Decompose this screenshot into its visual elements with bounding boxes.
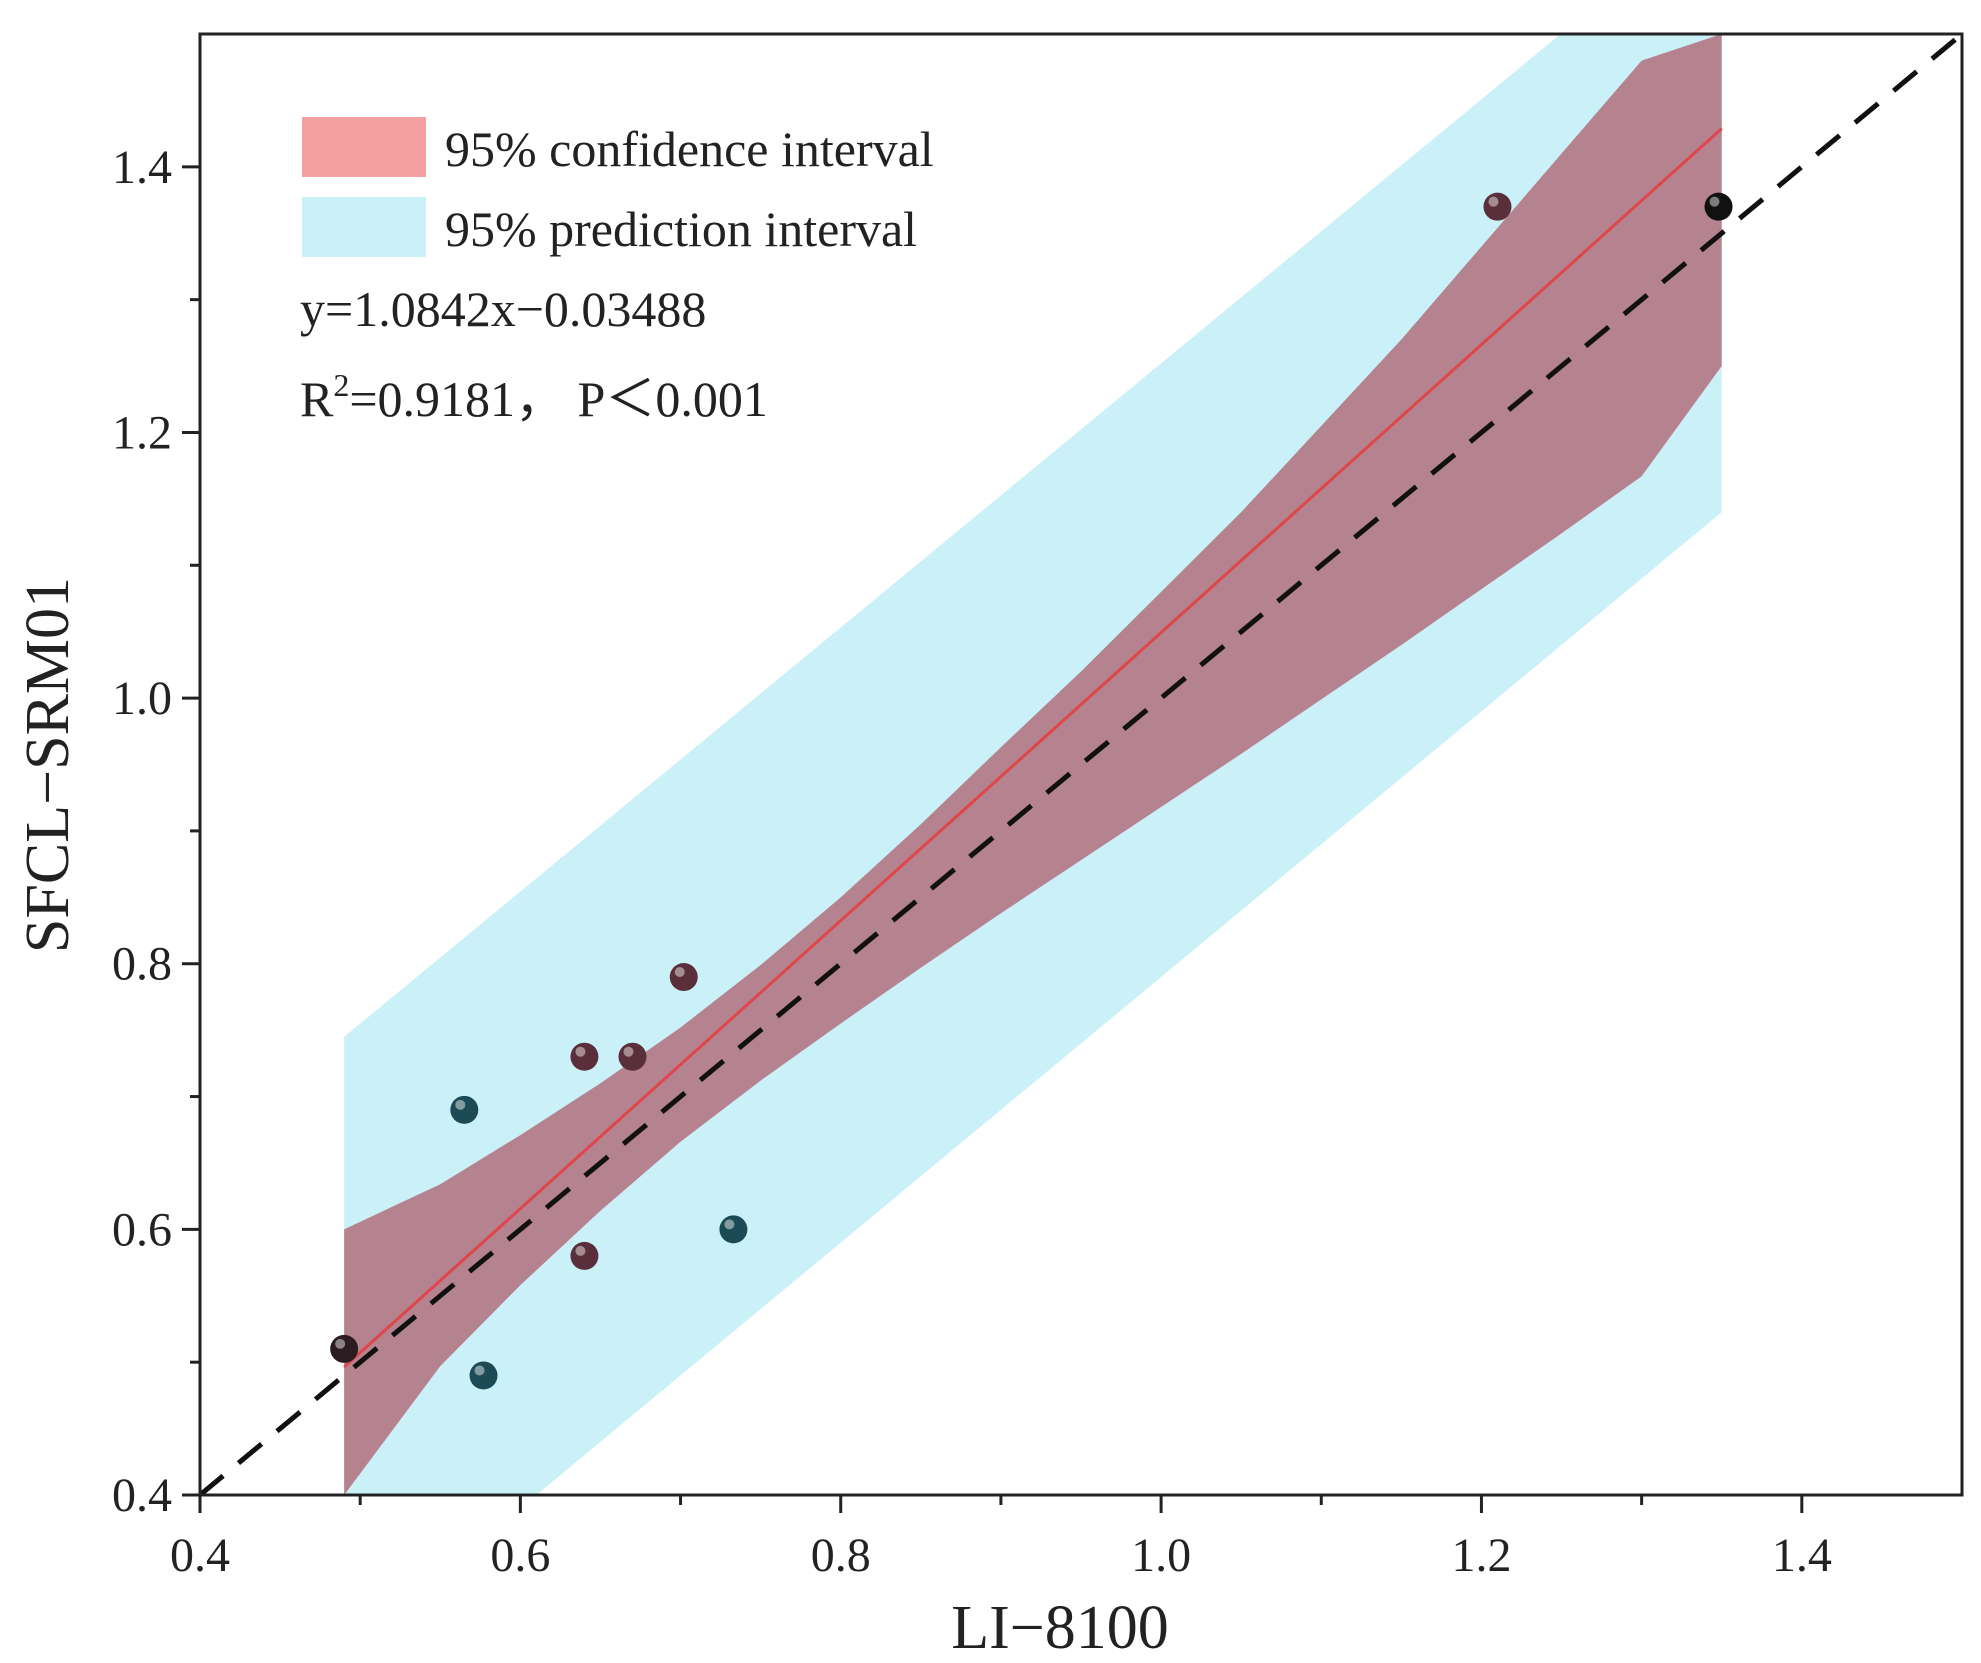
data-point-highlight-5 bbox=[623, 1046, 634, 1057]
legend-swatch-prediction bbox=[302, 197, 426, 257]
y-axis-title: SFCL−SRM01 bbox=[14, 577, 82, 953]
regression-equation: y=1.0842x−0.03488 bbox=[300, 281, 706, 337]
y-tick-label: 1.2 bbox=[112, 406, 172, 459]
x-tick-label: 0.6 bbox=[490, 1529, 550, 1582]
data-point-highlight-7 bbox=[724, 1219, 735, 1230]
data-point-highlight-3 bbox=[575, 1046, 586, 1057]
y-tick-label: 1.0 bbox=[112, 672, 172, 725]
data-point-highlight-1 bbox=[455, 1099, 466, 1110]
identity-line bbox=[200, 34, 1962, 1495]
data-point-1 bbox=[450, 1095, 479, 1124]
data-point-highlight-2 bbox=[474, 1365, 485, 1376]
data-point-0 bbox=[330, 1334, 359, 1363]
y-tick-label: 1.4 bbox=[112, 141, 172, 194]
data-point-highlight-0 bbox=[335, 1338, 346, 1349]
confidence-interval-band bbox=[344, 34, 1722, 1495]
data-point-9 bbox=[1704, 192, 1733, 221]
legend-label-confidence: 95% confidence interval bbox=[445, 121, 934, 177]
x-tick-label: 1.2 bbox=[1451, 1529, 1511, 1582]
data-point-highlight-4 bbox=[575, 1245, 586, 1256]
data-point-highlight-9 bbox=[1709, 196, 1720, 207]
y-tick-label: 0.6 bbox=[112, 1203, 172, 1256]
r-squared-annotation: R2=0.9181， P＜0.001 bbox=[300, 367, 768, 427]
data-point-4 bbox=[570, 1241, 599, 1270]
y-tick-label: 0.4 bbox=[112, 1469, 172, 1522]
data-point-3 bbox=[570, 1042, 599, 1071]
plot-area bbox=[200, 34, 1962, 1495]
data-point-5 bbox=[618, 1042, 647, 1071]
plot-frame bbox=[198, 32, 1964, 1497]
x-axis-title: LI−8100 bbox=[951, 1594, 1168, 1662]
legend-label-prediction: 95% prediction interval bbox=[445, 201, 917, 257]
y-tick-label: 0.8 bbox=[112, 938, 172, 991]
data-points bbox=[330, 192, 1733, 1390]
x-tick-label: 1.0 bbox=[1131, 1529, 1191, 1582]
data-point-7 bbox=[719, 1215, 748, 1244]
x-tick-label: 0.8 bbox=[811, 1529, 871, 1582]
x-tick-label: 1.4 bbox=[1772, 1529, 1832, 1582]
axis-ticks: 0.4 0.6 0.8 1.0 1.2 1.4 0.4 0.6 0.8 1.0 1.2 1.4 bbox=[112, 141, 1832, 1582]
data-point-highlight-6 bbox=[674, 967, 685, 978]
regression-line bbox=[343, 127, 1723, 1369]
legend-swatch-confidence bbox=[302, 117, 426, 177]
data-point-2 bbox=[469, 1361, 498, 1390]
legend: 95% confidence interval 95% prediction i… bbox=[302, 117, 934, 257]
data-point-8 bbox=[1483, 192, 1512, 221]
data-point-6 bbox=[669, 963, 698, 992]
data-point-highlight-8 bbox=[1488, 196, 1499, 207]
x-tick-label: 0.4 bbox=[170, 1529, 230, 1582]
